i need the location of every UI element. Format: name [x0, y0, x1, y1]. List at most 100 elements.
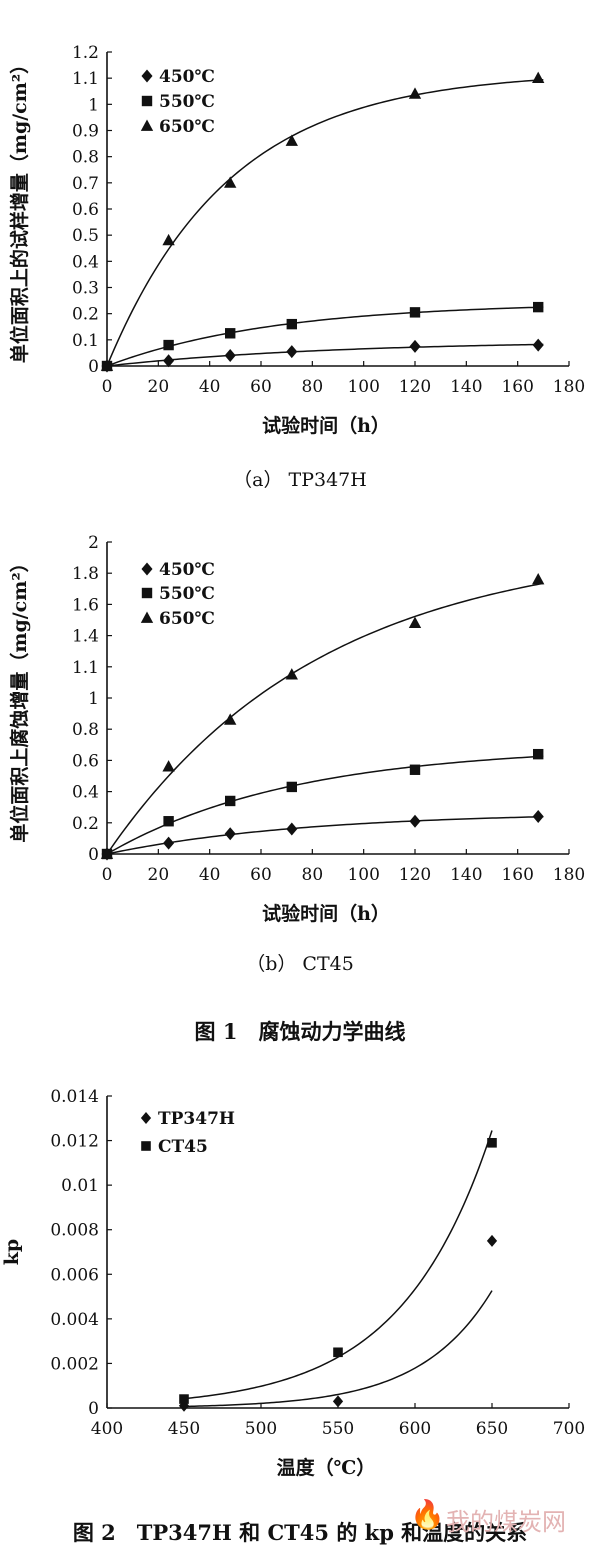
watermark-text: 我的煤炭网: [446, 1508, 566, 1536]
legend-label: TP347H: [158, 1109, 235, 1129]
legend-marker-square: [141, 1141, 151, 1151]
fit-curve-square: [106, 306, 544, 367]
data-point-square: [533, 301, 544, 313]
y-axis-label: 单位面积上的试样增量（mg/cm²）: [8, 55, 31, 363]
y-tick-label: 0: [88, 845, 99, 865]
data-point-diamond: [332, 1395, 344, 1408]
data-point-square: [225, 795, 236, 807]
y-tick-label: 1.6: [72, 595, 99, 615]
chart-subtitle: （a） TP347H: [233, 469, 367, 491]
data-point-triangle: [408, 616, 422, 628]
legend-label: 550℃: [159, 92, 215, 112]
x-axis-label: 温度（℃）: [277, 1456, 376, 1479]
y-tick-label: 0.012: [50, 1132, 99, 1152]
x-tick-label: 550: [322, 1419, 354, 1439]
y-tick-label: 0.014: [50, 1087, 99, 1107]
x-tick-label: 160: [501, 377, 533, 397]
data-point-diamond: [532, 810, 544, 824]
data-point-square: [286, 318, 297, 330]
data-point-square: [225, 328, 236, 339]
y-tick-label: 2: [88, 533, 99, 553]
x-tick-label: 500: [245, 1419, 277, 1439]
x-tick-label: 140: [450, 377, 482, 397]
data-point-diamond: [163, 354, 175, 368]
y-tick-label: 1.8: [72, 564, 99, 584]
chart-ct45: 00.20.40.60.811.11.41.61.820 20 40 60 80 100 1…: [8, 533, 585, 975]
x-tick-label: 20: [148, 377, 170, 397]
y-tick-label: 0.6: [72, 751, 99, 771]
figure2-caption: 图 2 TP347H 和 CT45 的 kp 和温度的关系: [73, 1520, 527, 1545]
legend-marker-triangle: [140, 119, 154, 131]
x-tick-label: 80: [302, 865, 324, 885]
x-tick-label: 180: [553, 865, 585, 885]
data-point-triangle: [224, 713, 237, 725]
data-point-diamond: [224, 827, 236, 841]
x-tick-label: 60: [250, 865, 272, 885]
x-tick-label: 700: [553, 1419, 585, 1439]
data-point-diamond: [409, 339, 421, 353]
x-axis-label: 试验时间（h）: [262, 902, 390, 925]
x-tick-label: 0: [102, 865, 113, 885]
data-point-square: [409, 307, 421, 318]
y-tick-label: 1: [88, 689, 99, 709]
x-tick-label: 180: [553, 377, 585, 397]
legend-marker-diamond: [141, 562, 153, 576]
data-point-diamond: [163, 836, 175, 850]
data-point-diamond: [224, 349, 236, 363]
y-axis-label: 单位面积上腐蚀增量（mg/cm²）: [8, 553, 31, 842]
x-tick-label: 20: [148, 865, 170, 885]
flame-icon: 🔥: [410, 1498, 445, 1531]
data-point-triangle: [224, 176, 237, 188]
legend-label: 450℃: [159, 67, 215, 87]
y-tick-label: 0.5: [72, 226, 99, 246]
data-point-diamond: [286, 822, 298, 836]
y-tick-label: 0.002: [50, 1354, 99, 1374]
watermark: 🔥 我的煤炭网: [410, 1496, 580, 1536]
y-tick-label: 0: [88, 357, 99, 377]
data-point-triangle: [285, 134, 298, 146]
y-tick-label: 1.4: [72, 627, 99, 647]
legend-label: 650℃: [159, 117, 215, 137]
legend-marker-triangle: [140, 611, 154, 623]
x-tick-label: 40: [199, 377, 221, 397]
x-tick-label: 650: [476, 1419, 508, 1439]
data-point-square: [333, 1347, 343, 1358]
data-point-square: [487, 1138, 497, 1148]
chart-subtitle: （b） CT45: [246, 953, 354, 975]
legend-marker-square: [141, 587, 153, 599]
data-point-square: [533, 748, 544, 760]
x-axis-label: 试验时间（h）: [262, 414, 390, 437]
y-axis-label: kp: [1, 1239, 23, 1265]
fit-curve-square: [106, 755, 544, 855]
x-tick-label: 0: [102, 377, 113, 397]
x-tick-label: 100: [347, 377, 379, 397]
data-point-square: [163, 339, 174, 351]
data-point-triangle: [532, 71, 545, 84]
data-point-triangle: [285, 668, 298, 680]
x-tick-label: 600: [399, 1419, 431, 1439]
figure1-caption: 图 1 腐蚀动力学曲线: [195, 1019, 406, 1044]
data-point-triangle: [100, 359, 114, 371]
chart-kp-temperature: 0 0.002 0.004 0.006 0.008 0.01 0.012 0.014 400 45…: [1, 1087, 585, 1479]
y-tick-label: 0.4: [72, 783, 99, 803]
legend-marker-diamond: [141, 69, 153, 83]
legend-label: 550℃: [159, 584, 215, 604]
y-tick-label: 1: [88, 95, 99, 115]
y-tick-label: 1.1: [72, 658, 99, 678]
x-tick-label: 100: [347, 865, 379, 885]
x-tick-label: 120: [399, 377, 431, 397]
x-tick-label: 450: [168, 1419, 200, 1439]
y-tick-label: 0.9: [72, 122, 99, 142]
fit-curve-triangle: [106, 78, 544, 367]
fit-curve-diamond: [106, 815, 544, 855]
y-tick-label: 0.006: [50, 1265, 99, 1285]
x-tick-label: 400: [91, 1419, 123, 1439]
y-tick-label: 0.8: [72, 720, 99, 740]
x-tick-label: 80: [302, 377, 324, 397]
y-tick-label: 0.004: [50, 1310, 99, 1330]
y-tick-label: 0.3: [72, 279, 99, 299]
data-point-triangle: [100, 847, 114, 859]
data-point-square: [409, 764, 421, 775]
y-tick-label: 0.6: [72, 200, 99, 220]
data-point-diamond: [286, 345, 298, 359]
